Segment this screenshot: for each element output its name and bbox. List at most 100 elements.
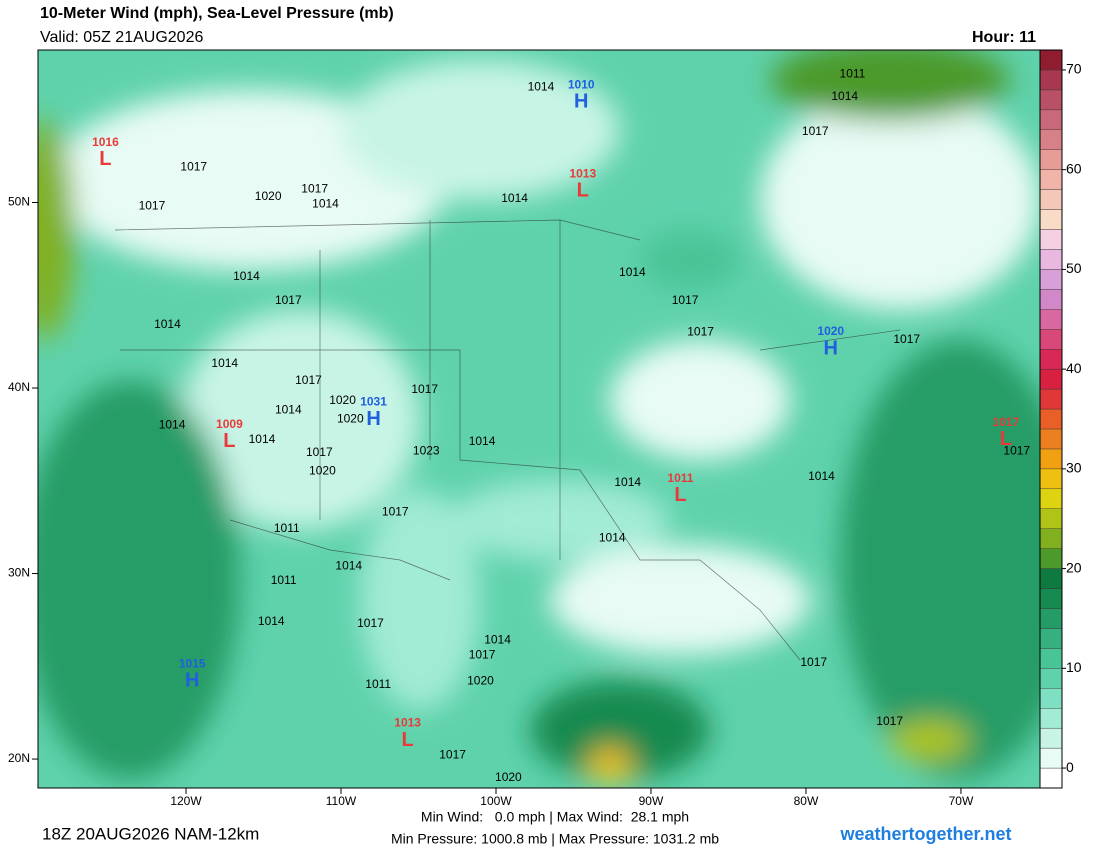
- isobar-label: 1011: [840, 67, 866, 81]
- center-value: 1010: [568, 77, 595, 91]
- title: 10-Meter Wind (mph), Sea-Level Pressure …: [40, 5, 394, 22]
- colorbar-swatch: [1039, 428, 1063, 450]
- site-name: weathertogether.net: [839, 824, 1011, 844]
- wind-shading: [38, 50, 1040, 783]
- isobar-label: 1014: [335, 558, 362, 572]
- colorbar-swatch: [1039, 189, 1063, 210]
- wind-stats: Min Wind: 0.0 mph | Max Wind: 28.1 mph: [421, 809, 689, 825]
- isobar-label: 1017: [275, 293, 302, 307]
- colorbar-swatch: [1039, 169, 1063, 190]
- colorbar-swatch: [1039, 408, 1063, 430]
- isobar-label: 1014: [312, 197, 339, 211]
- colorbar-swatch: [1039, 767, 1063, 789]
- colorbar-swatch: [1039, 109, 1063, 130]
- pressure-stats: Min Pressure: 1000.8 mb | Max Pressure: …: [391, 831, 719, 847]
- colorbar-swatch: [1039, 448, 1063, 470]
- x-tick-label: 80W: [794, 794, 819, 808]
- isobar-label: 1014: [528, 80, 555, 94]
- colorbar-tick-label: 70: [1066, 61, 1082, 77]
- isobar-label: 1014: [469, 434, 496, 448]
- x-tick-label: 120W: [170, 794, 202, 808]
- isobar-label: 1014: [258, 614, 285, 628]
- isobar-label: 1014: [501, 191, 528, 205]
- isobar-label: 1020: [467, 673, 494, 687]
- isobar-label: 1014: [233, 269, 260, 283]
- center-value: 1017: [993, 415, 1020, 429]
- center-value: 1020: [817, 324, 844, 338]
- colorbar-swatch: [1039, 588, 1063, 609]
- center-letter: H: [366, 408, 380, 430]
- isobar-label: 1017: [802, 124, 829, 138]
- y-tick-label: 20N: [8, 751, 30, 765]
- isobar-label: 1014: [154, 317, 181, 331]
- isobar-label: 1017: [180, 159, 207, 173]
- colorbar-swatch: [1039, 628, 1063, 649]
- isobar-label: 1014: [614, 475, 641, 489]
- isobar-label: 1020: [309, 464, 336, 478]
- colorbar-swatch: [1039, 508, 1063, 529]
- center-value: 1015: [179, 656, 206, 670]
- x-tick-label: 90W: [639, 794, 664, 808]
- x-tick-label: 70W: [949, 794, 974, 808]
- colorbar-tick-label: 20: [1066, 559, 1082, 575]
- center-letter: L: [223, 430, 235, 452]
- colorbar-swatch: [1039, 688, 1063, 709]
- isobar-label: 1020: [255, 189, 282, 203]
- colorbar-swatch: [1039, 488, 1063, 509]
- colorbar-swatch: [1039, 747, 1063, 769]
- isobar-label: 1020: [337, 412, 364, 426]
- colorbar-tick-label: 10: [1066, 659, 1082, 675]
- y-tick-label: 40N: [8, 380, 30, 394]
- colorbar-tick-label: 0: [1066, 759, 1074, 775]
- center-letter: L: [577, 180, 589, 202]
- center-letter: L: [1000, 428, 1012, 450]
- colorbar-swatch: [1039, 648, 1063, 669]
- colorbar-swatch: [1039, 548, 1063, 569]
- center-letter: L: [674, 484, 686, 506]
- colorbar-swatch: [1039, 129, 1063, 150]
- colorbar-swatch: [1039, 149, 1063, 170]
- colorbar-swatch: [1039, 269, 1063, 290]
- isobar-label: 1017: [306, 445, 333, 459]
- y-tick-label: 30N: [8, 566, 30, 580]
- isobar-label: 1014: [619, 265, 646, 279]
- colorbar-swatch: [1039, 329, 1063, 350]
- colorbar-swatch: [1039, 49, 1063, 71]
- valid-time: Valid: 05Z 21AUG2026: [40, 29, 203, 46]
- isobar-label: 1014: [599, 530, 626, 544]
- isobar-label: 1023: [413, 443, 440, 457]
- colorbar-tick-label: 40: [1066, 360, 1082, 376]
- center-letter: H: [824, 337, 838, 359]
- isobar-label: 1014: [275, 402, 302, 416]
- isobar-label: 1017: [439, 748, 466, 762]
- colorbar-swatch: [1039, 69, 1063, 91]
- y-tick-label: 50N: [8, 195, 30, 209]
- center-letter: H: [574, 91, 588, 113]
- center-letter: H: [185, 669, 199, 691]
- isobar-label: 1017: [301, 182, 328, 196]
- isobar-label: 1017: [893, 332, 920, 346]
- colorbar-swatch: [1039, 229, 1063, 250]
- isobar-label: 1017: [1003, 443, 1030, 457]
- center-letter: L: [402, 729, 414, 751]
- colorbar-tick-label: 50: [1066, 260, 1082, 276]
- colorbar-swatch: [1039, 388, 1063, 410]
- isobar-label: 1014: [159, 417, 186, 431]
- isobar-label: 1014: [808, 469, 835, 483]
- colorbar-swatch: [1039, 708, 1063, 729]
- center-value: 1031: [360, 395, 387, 409]
- isobar-label: 1011: [274, 521, 300, 535]
- center-letter: L: [99, 148, 111, 170]
- isobar-label: 1020: [329, 393, 356, 407]
- isobar-label: 1017: [876, 714, 903, 728]
- colorbar-tick-label: 60: [1066, 160, 1082, 176]
- center-value: 1009: [216, 417, 243, 431]
